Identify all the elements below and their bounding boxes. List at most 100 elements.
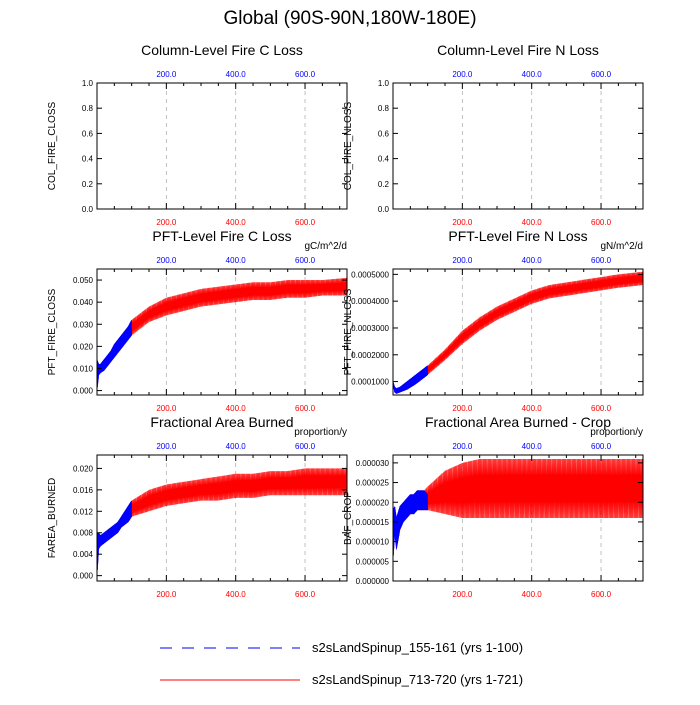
bottom-tick-label: 200.0 <box>452 218 473 227</box>
top-tick-label: 200.0 <box>452 442 473 451</box>
plot-frame <box>392 268 644 396</box>
y-axis-label: PFT_FIRE_NLOSS <box>343 288 354 375</box>
y-tick-label: 0.000020 <box>356 498 390 507</box>
y-tick-label: 1.0 <box>82 79 94 88</box>
y-axis-label: COL_FIRE_NLOSS <box>343 101 354 190</box>
bottom-tick-label: 400.0 <box>522 404 543 413</box>
y-tick-label: 0.050 <box>73 276 94 285</box>
y-tick-label: 0.012 <box>73 507 94 516</box>
panel-title: Fractional Area Burned <box>150 414 293 430</box>
bottom-tick-label: 400.0 <box>522 218 543 227</box>
y-tick-label: 0.030 <box>73 320 94 329</box>
bottom-tick-label: 400.0 <box>226 404 247 413</box>
y-tick-label: 0.0005000 <box>351 270 389 279</box>
series-line-blue-overlay <box>392 365 428 394</box>
y-tick-label: 0.4 <box>378 155 390 164</box>
y-tick-label: 0.0003000 <box>351 324 389 333</box>
top-tick-label: 200.0 <box>452 256 473 265</box>
series-line-red <box>96 277 347 391</box>
y-tick-label: 1.0 <box>378 79 390 88</box>
bottom-tick-label: 400.0 <box>522 590 543 599</box>
y-tick-label: 0.0001000 <box>351 378 389 387</box>
y-tick-label: 0.000010 <box>356 538 390 547</box>
bottom-tick-label: 200.0 <box>452 404 473 413</box>
top-tick-label: 600.0 <box>295 70 316 79</box>
top-tick-label: 400.0 <box>522 442 543 451</box>
y-tick-label: 0.0004000 <box>351 297 389 306</box>
top-tick-label: 200.0 <box>156 442 177 451</box>
bottom-tick-label: 200.0 <box>156 590 177 599</box>
y-tick-label: 0.6 <box>378 129 390 138</box>
y-tick-label: 0.020 <box>73 342 94 351</box>
top-tick-label: 400.0 <box>226 70 247 79</box>
top-tick-label: 600.0 <box>591 442 612 451</box>
main-title: Global (90S-90N,180W-180E) <box>223 8 477 29</box>
top-tick-label: 600.0 <box>295 256 316 265</box>
y-tick-label: 0.000025 <box>356 479 390 488</box>
y-tick-label: 0.8 <box>82 104 94 113</box>
bottom-tick-label: 400.0 <box>226 590 247 599</box>
panel-title: Column-Level Fire N Loss <box>437 42 599 58</box>
y-tick-label: 0.016 <box>73 486 94 495</box>
top-tick-label: 400.0 <box>226 256 247 265</box>
plot-frame <box>96 82 348 210</box>
series-line-red <box>392 458 643 562</box>
top-tick-label: 600.0 <box>295 442 316 451</box>
panel-title: PFT-Level Fire N Loss <box>448 228 587 244</box>
bottom-tick-label: 600.0 <box>295 590 316 599</box>
top-tick-label: 200.0 <box>156 70 177 79</box>
y-tick-label: 0.000 <box>73 572 94 581</box>
y-tick-label: 0.000 <box>73 387 94 396</box>
bottom-tick-label: 600.0 <box>591 218 612 227</box>
top-tick-label: 400.0 <box>522 256 543 265</box>
units-label: proportion/y <box>294 427 347 438</box>
bottom-tick-label: 400.0 <box>226 218 247 227</box>
y-tick-label: 0.000005 <box>356 557 390 566</box>
y-tick-label: 0.0002000 <box>351 351 389 360</box>
plot-frame <box>392 82 644 210</box>
bottom-tick-label: 600.0 <box>591 590 612 599</box>
bottom-tick-label: 200.0 <box>452 590 473 599</box>
y-tick-label: 0.000000 <box>356 577 390 586</box>
panel-title: Column-Level Fire C Loss <box>141 42 303 58</box>
bottom-tick-label: 200.0 <box>156 218 177 227</box>
y-tick-label: 0.008 <box>73 529 94 538</box>
series-line-blue-overlay <box>392 490 428 562</box>
series-line-red <box>96 468 347 576</box>
plot-frame <box>96 454 348 582</box>
series-line-blue-overlay <box>96 320 132 391</box>
y-tick-label: 0.040 <box>73 298 94 307</box>
y-tick-label: 0.8 <box>378 104 390 113</box>
y-tick-label: 0.0 <box>378 205 390 214</box>
bottom-tick-label: 600.0 <box>295 404 316 413</box>
units-label: proportion/y <box>590 427 643 438</box>
series-line-blue-overlay <box>96 501 132 576</box>
y-tick-label: 0.2 <box>378 180 390 189</box>
plot-frame <box>96 268 348 396</box>
top-tick-label: 400.0 <box>226 442 247 451</box>
y-axis-label: COL_FIRE_CLOSS <box>47 101 58 190</box>
panel-title: PFT-Level Fire C Loss <box>152 228 291 244</box>
bottom-tick-label: 200.0 <box>156 404 177 413</box>
bottom-tick-label: 600.0 <box>295 218 316 227</box>
top-tick-label: 200.0 <box>452 70 473 79</box>
y-tick-label: 0.020 <box>73 464 94 473</box>
y-tick-label: 0.004 <box>73 550 94 559</box>
y-tick-label: 0.000030 <box>356 459 390 468</box>
y-tick-label: 0.6 <box>82 129 94 138</box>
units-label: gN/m^2/d <box>601 241 644 252</box>
units-label: gC/m^2/d <box>305 241 348 252</box>
y-tick-label: 0.0 <box>82 205 94 214</box>
y-tick-label: 0.2 <box>82 180 94 189</box>
panel-title: Fractional Area Burned - Crop <box>425 414 611 430</box>
y-tick-label: 0.000015 <box>356 518 390 527</box>
series-line-red <box>392 271 643 394</box>
top-tick-label: 400.0 <box>522 70 543 79</box>
y-tick-label: 0.010 <box>73 364 94 373</box>
y-axis-label: FAREA_BURNED <box>47 478 58 559</box>
y-axis-label: BAF_CROP <box>343 491 354 545</box>
top-tick-label: 600.0 <box>591 70 612 79</box>
y-axis-label: PFT_FIRE_CLOSS <box>47 288 58 375</box>
